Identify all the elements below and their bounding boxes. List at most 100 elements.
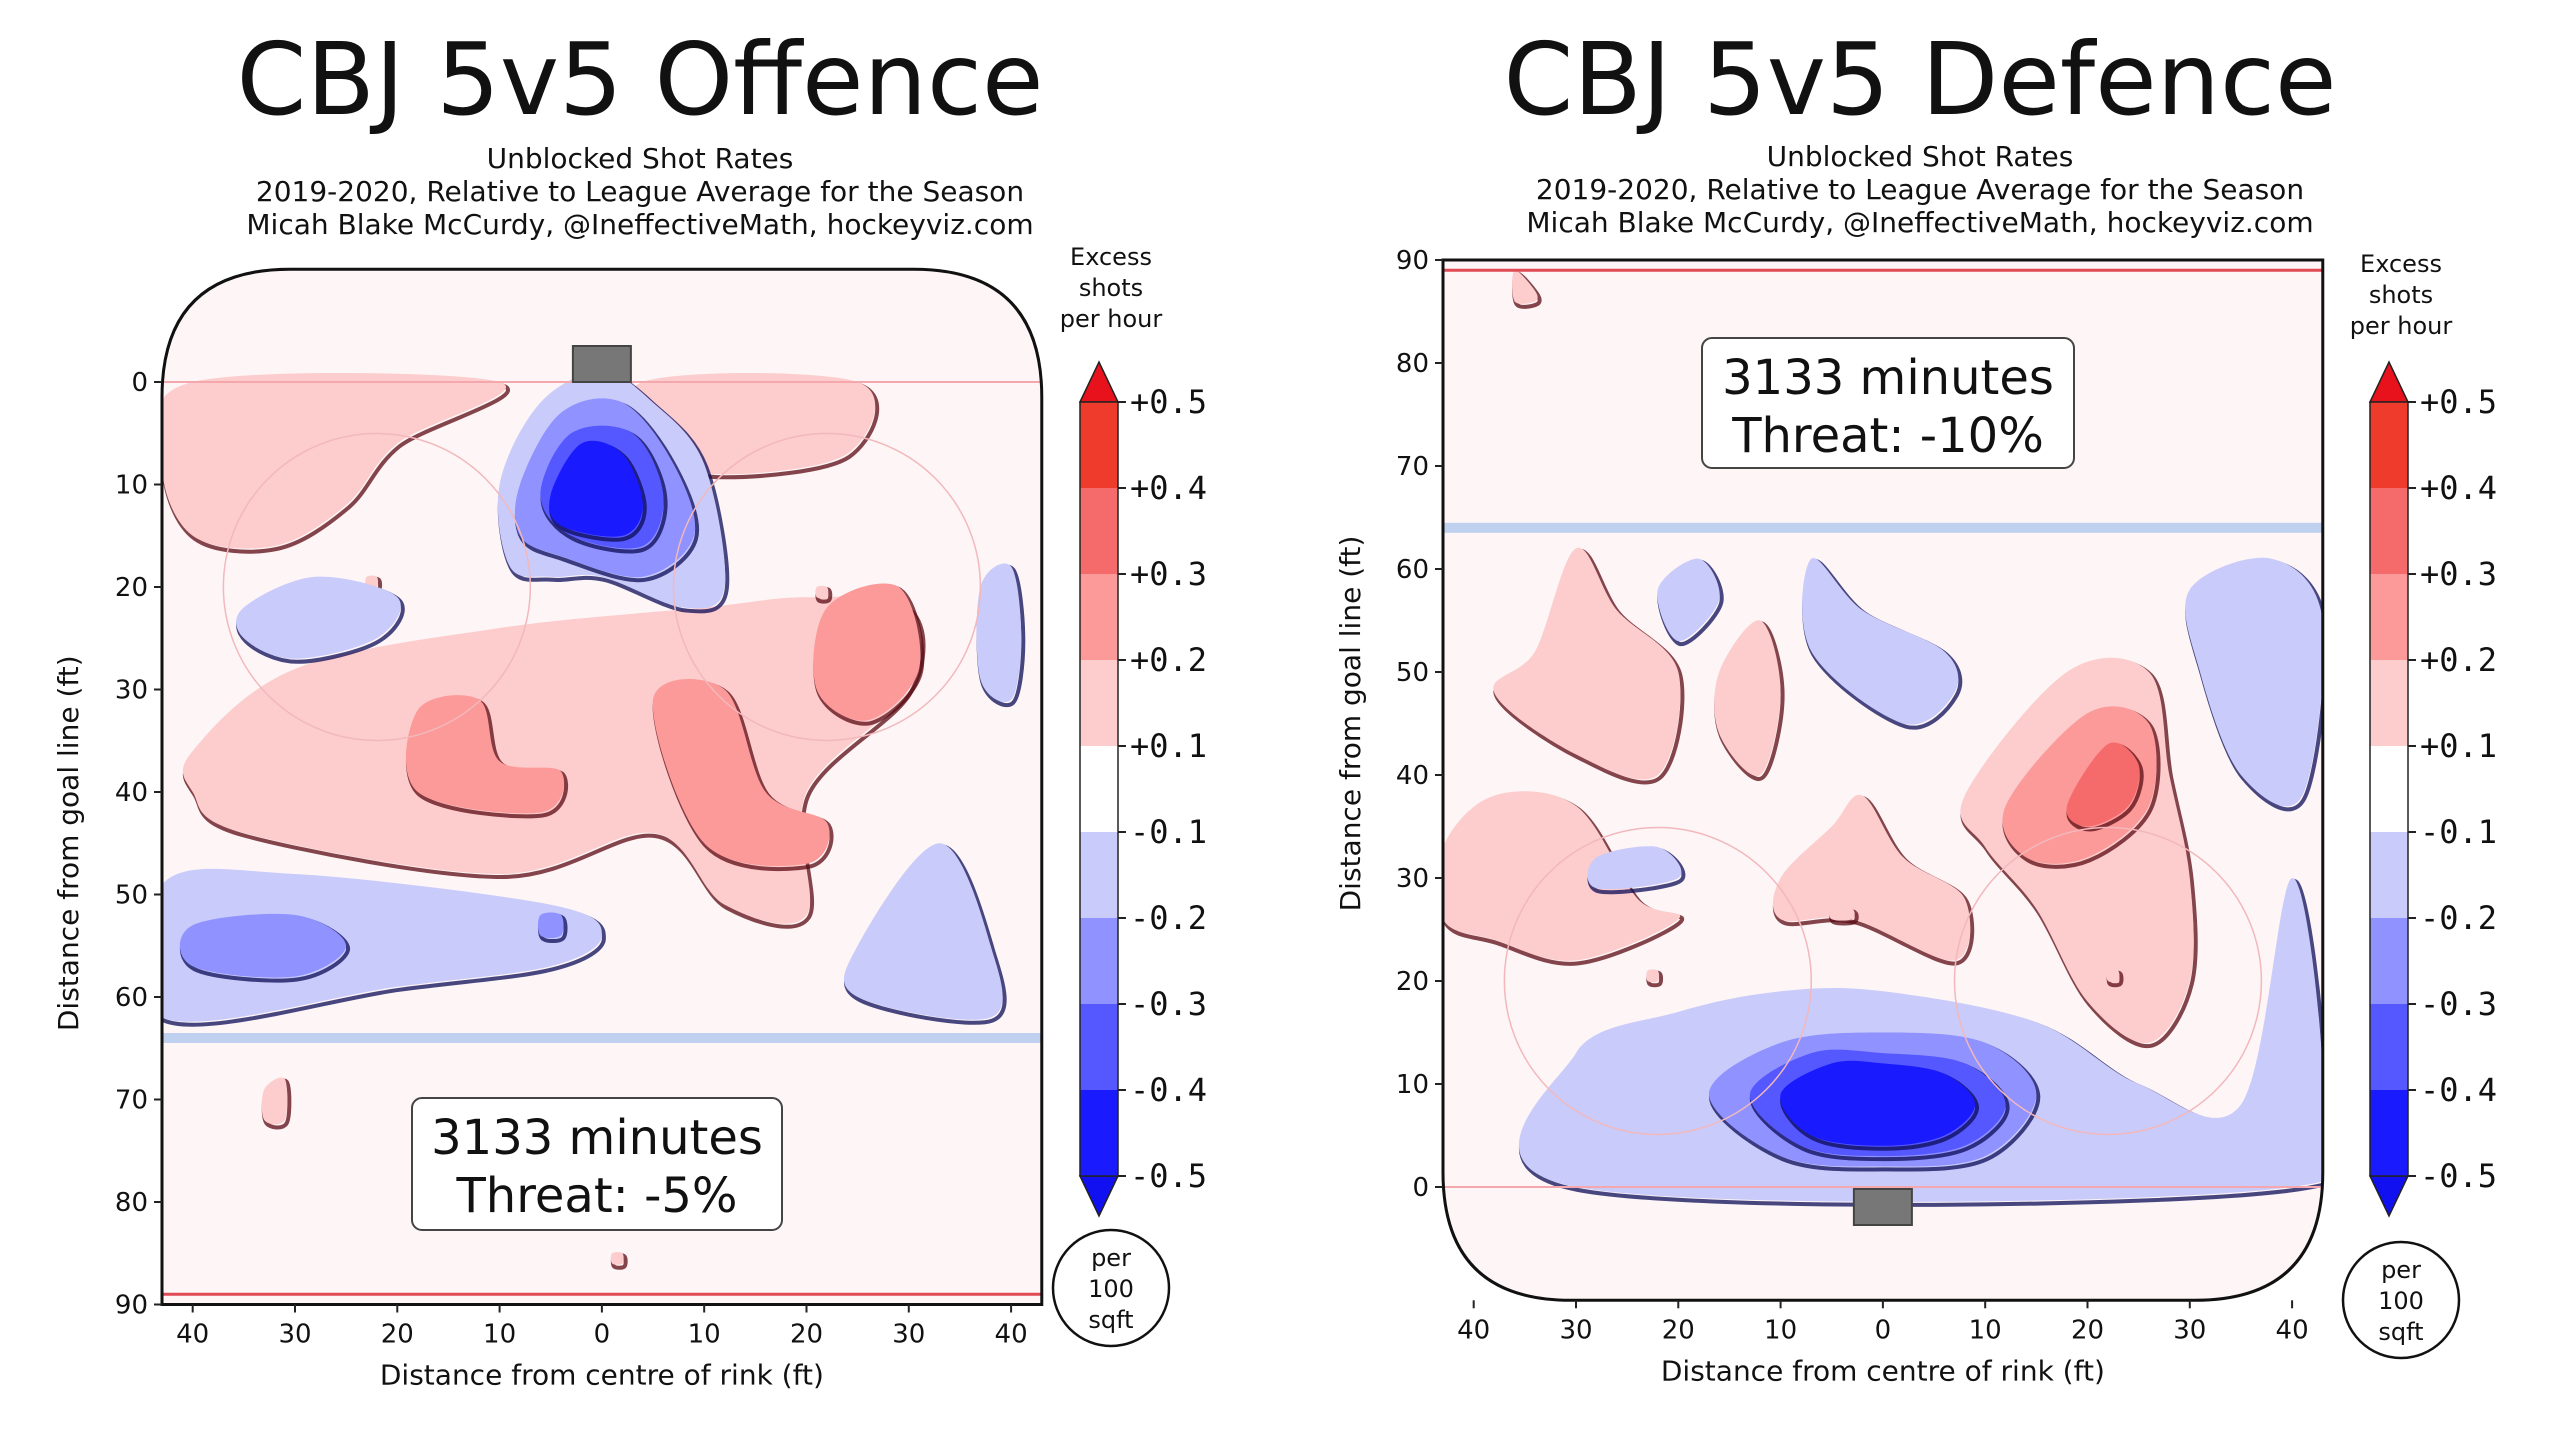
def-ytick-label-0: 0 [1412, 1173, 1429, 1203]
def-region-18 [1587, 846, 1682, 890]
def-annotation-box [1701, 337, 2075, 469]
defence-chart: 40 30 20 10 0 10 20 30 400102030405060708090Dist… [1334, 246, 2497, 1387]
off-colorbar-band-1 [1080, 488, 1118, 574]
defence-title: CBJ 5v5 Defence [1503, 21, 2337, 138]
def-region-3 [1772, 794, 1971, 961]
off-annotation-threat: Threat: -5% [455, 1168, 737, 1224]
def-region-0 [1443, 791, 1681, 961]
off-ytick-label-4: 40 [115, 778, 148, 808]
off-colorbar-title-0: Excess [1070, 243, 1152, 271]
off-ytick-label-5: 50 [115, 881, 148, 911]
def-colorbar-title-1: shots [2369, 281, 2433, 309]
off-region-19 [976, 563, 1022, 703]
def-annotation-threat: Threat: -10% [1731, 408, 2044, 464]
off-annotation-box [411, 1097, 783, 1231]
def-ytick-label-5: 50 [1396, 658, 1429, 688]
off-colorbar-band-8 [1080, 1090, 1118, 1176]
off-colorbar-label-6: -0.2 [1130, 899, 1207, 937]
def-region-17 [2185, 557, 2323, 807]
def-colorbar-label-2: +0.3 [2420, 555, 2497, 593]
off-colorbar-band-0 [1080, 402, 1118, 488]
def-ytick-label-8: 80 [1396, 349, 1429, 379]
def-contours [1443, 270, 2323, 1207]
off-faceoff-circle-0 [222, 432, 532, 742]
off-rink-boards [160, 267, 1044, 1306]
offence-subtitle-1: Unblocked Shot Rates [486, 142, 794, 175]
off-xtick-label-7: 30 [892, 1320, 925, 1350]
off-region-14 [236, 576, 401, 659]
def-faceoff-circle-0 [1503, 826, 1813, 1136]
off-ytick-label-3: 30 [115, 676, 148, 706]
def-blue-line [1443, 522, 2323, 533]
off-unit-label-2: sqft [1088, 1306, 1133, 1334]
def-region-6 [2066, 742, 2140, 827]
off-colorbar-arrow-top [1078, 360, 1120, 403]
def-colorbar-label-8: -0.4 [2420, 1071, 2497, 1109]
def-colorbar-arrow-bottom [2368, 1175, 2410, 1218]
def-xtick-label-7: 30 [2173, 1315, 2206, 1345]
off-unit-label-1: 100 [1088, 1275, 1134, 1303]
def-region-7 [1512, 270, 1538, 304]
def-colorbar-label-4: +0.1 [2420, 727, 2497, 765]
off-ytick-label-7: 70 [115, 1086, 148, 1116]
def-ytick-label-6: 60 [1396, 555, 1429, 585]
off-colorbar-band-5 [1080, 832, 1118, 918]
off-colorbar-band-7 [1080, 1004, 1118, 1090]
off-region-15 [162, 868, 602, 1022]
def-region-14 [1780, 1060, 1975, 1146]
def-xtick-label-5: 10 [1969, 1315, 2002, 1345]
def-colorbar-label-9: -0.5 [2420, 1157, 2497, 1195]
offence-subtitle-3: Micah Blake McCurdy, @IneffectiveMath, h… [246, 208, 1034, 241]
def-ytick-label-9: 90 [1396, 246, 1429, 276]
def-region-2 [1714, 620, 1781, 776]
off-colorbar-frame [1079, 401, 1119, 1177]
def-unit-label-2: sqft [2378, 1318, 2423, 1346]
def-ylabel: Distance from goal line (ft) [1334, 536, 1367, 912]
def-unit-label-1: 100 [2378, 1287, 2424, 1315]
def-xtick-label-2: 20 [1662, 1315, 1695, 1345]
off-xtick-label-0: 40 [176, 1320, 209, 1350]
off-annotation-minutes: 3133 minutes [431, 1110, 763, 1166]
off-colorbar-label-8: -0.4 [1130, 1071, 1207, 1109]
off-xtick-label-3: 10 [483, 1320, 516, 1350]
def-ytick-label-1: 10 [1396, 1070, 1429, 1100]
def-region-15 [1657, 558, 1720, 642]
off-colorbar-label-0: +0.5 [1130, 383, 1207, 421]
off-region-17 [537, 912, 564, 939]
off-xtick-label-4: 0 [594, 1320, 611, 1350]
defence-subtitle-1: Unblocked Shot Rates [1766, 140, 2074, 173]
off-colorbar-band-2 [1080, 574, 1118, 660]
def-ytick-label-2: 20 [1396, 967, 1429, 997]
def-colorbar-label-6: -0.2 [2420, 899, 2497, 937]
def-colorbar-band-7 [2370, 1004, 2408, 1090]
def-colorbar-band-4 [2370, 746, 2408, 832]
off-colorbar-title-2: per hour [1060, 305, 1163, 333]
off-region-13 [549, 440, 643, 537]
off-colorbar-label-7: -0.3 [1130, 985, 1207, 1023]
def-region-1 [1493, 547, 1681, 780]
def-colorbar-band-6 [2370, 918, 2408, 1004]
def-colorbar-label-5: -0.1 [2420, 813, 2497, 851]
off-region-5 [652, 678, 830, 867]
def-ytick-label-7: 70 [1396, 452, 1429, 482]
off-xtick-label-2: 20 [381, 1320, 414, 1350]
def-region-16 [1802, 557, 1959, 725]
offence-subtitle-2: 2019-2020, Relative to League Average fo… [255, 175, 1025, 208]
def-xtick-label-4: 0 [1875, 1315, 1892, 1345]
def-xtick-label-1: 30 [1559, 1315, 1592, 1345]
off-colorbar-label-9: -0.5 [1130, 1157, 1207, 1195]
def-colorbar-band-1 [2370, 488, 2408, 574]
off-region-8 [815, 585, 829, 599]
off-colorbar-arrow-bottom [1078, 1175, 1120, 1218]
off-colorbar-title-1: shots [1079, 274, 1143, 302]
off-blue-line [162, 1033, 1042, 1043]
off-region-9 [610, 1251, 624, 1265]
def-colorbar-title-0: Excess [2360, 250, 2442, 278]
def-region-8 [1829, 907, 1855, 921]
off-xtick-label-6: 20 [790, 1320, 823, 1350]
off-contours [162, 371, 1026, 1270]
off-ytick-label-2: 20 [115, 573, 148, 603]
off-colorbar-band-6 [1080, 918, 1118, 1004]
def-xlabel: Distance from centre of rink (ft) [1661, 1354, 2105, 1387]
def-colorbar-band-2 [2370, 574, 2408, 660]
